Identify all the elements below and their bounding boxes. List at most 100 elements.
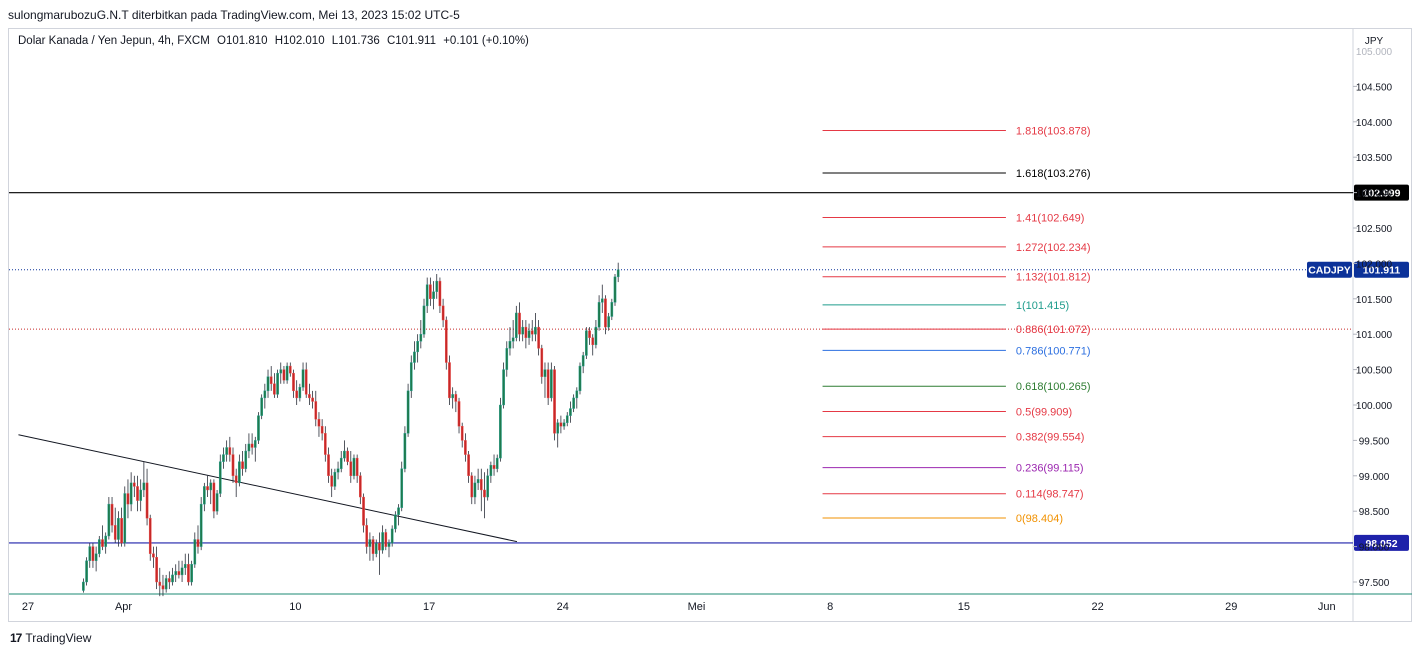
candle-body	[403, 433, 407, 469]
fib-level-label: 1.618(103.276)	[1016, 168, 1091, 180]
price-tick-label: 101.500	[1356, 295, 1393, 306]
candle-body	[508, 341, 512, 349]
tradingview-logo[interactable]: 17 TradingView	[10, 631, 91, 645]
fib-level-label: 0.5(99.909)	[1016, 406, 1072, 418]
candle-body	[206, 486, 209, 491]
price-tick-label: 104.000	[1356, 118, 1393, 129]
price-tick-label: 101.000	[1356, 330, 1393, 341]
candle-body	[152, 553, 155, 558]
price-tick-label: 100.500	[1356, 366, 1393, 377]
fib-level-label: 0.886(101.072)	[1016, 324, 1091, 336]
time-tick-label: Jun	[1318, 601, 1336, 613]
candle-body	[438, 280, 442, 307]
candle-body	[324, 433, 327, 455]
price-badge-label: 102.999	[1363, 188, 1401, 200]
candle-body	[269, 376, 273, 384]
price-tick-label: 98.000	[1359, 543, 1390, 554]
candle-body	[565, 415, 569, 423]
candle-body	[145, 482, 149, 519]
candle-body	[336, 468, 340, 473]
candle-body	[241, 461, 244, 469]
candle-body	[483, 489, 486, 498]
candle-body	[530, 330, 534, 335]
candle-body	[174, 571, 178, 576]
grid-layer	[9, 29, 1412, 622]
candle-body	[546, 369, 550, 399]
price-badge-label: 98.052	[1365, 538, 1397, 550]
candle-body	[250, 443, 254, 448]
fib-level-label: 0.786(100.771)	[1016, 345, 1091, 357]
candle-body	[511, 337, 515, 342]
change-value: +0.101 (+0.10%)	[443, 35, 529, 47]
candle-body	[314, 401, 318, 420]
high-value: H102.010	[274, 35, 325, 47]
candle-body	[231, 454, 235, 476]
candle-body	[276, 372, 279, 395]
time-tick-label: 8	[827, 601, 833, 613]
fib-level-label: 1.272(102.234)	[1016, 242, 1091, 254]
candle-body	[129, 482, 133, 505]
candle-body	[263, 390, 267, 399]
candle-body	[374, 542, 378, 554]
time-tick-label: 29	[1225, 601, 1237, 613]
candle-body	[218, 461, 222, 494]
time-tick-label: 15	[958, 601, 970, 613]
fib-level-label: 0.114(98.747)	[1016, 489, 1084, 501]
price-tick-label: 102.000	[1356, 259, 1393, 270]
price-tick-label: 99.500	[1359, 436, 1390, 447]
time-tick-label: 24	[557, 601, 569, 613]
instrument-label[interactable]: Dolar Kanada / Yen Jepun, 4h, FXCM	[18, 35, 210, 47]
candle-body	[515, 312, 518, 338]
candle-body	[569, 408, 572, 416]
candle-body	[260, 397, 263, 416]
candle-body	[273, 383, 276, 395]
candle-body	[502, 369, 505, 406]
candle-body	[400, 468, 404, 508]
time-tick-label: 27	[22, 601, 34, 613]
fib-level-label: 0.236(99.115)	[1016, 463, 1084, 475]
candle-body	[543, 369, 547, 377]
fib-level-label: 0.618(100.265)	[1016, 381, 1091, 393]
candle-body	[289, 365, 292, 374]
candle-body	[209, 482, 213, 491]
candle-body	[521, 326, 524, 335]
candle-body	[600, 298, 604, 303]
brand-label: TradingView	[25, 631, 92, 645]
candle-body	[556, 422, 560, 434]
candle-body	[489, 464, 493, 476]
candle-body	[136, 486, 139, 501]
candle-body	[193, 539, 197, 565]
candle-body	[142, 482, 146, 491]
fib-level-label: 1.41(102.649)	[1016, 212, 1084, 224]
candle-body	[390, 528, 394, 544]
candle-body	[327, 454, 330, 476]
candle-body	[349, 461, 353, 477]
time-tick-label: 22	[1091, 601, 1103, 613]
candle-body	[432, 291, 435, 300]
fib-level-label: 0(98.404)	[1016, 513, 1063, 525]
candle-body	[285, 365, 289, 381]
low-value: L101.736	[331, 35, 380, 47]
fib-level-label: 1(101.415)	[1016, 300, 1069, 312]
candle-body	[120, 518, 123, 544]
candle-body	[244, 450, 248, 469]
candle-body	[352, 457, 356, 477]
candle-body	[359, 475, 362, 498]
candle-body	[597, 302, 601, 328]
price-axis: 97.500 98.000 98.500 99.000 99.500 100.000 100…	[1353, 47, 1393, 589]
candle-body	[451, 394, 454, 399]
time-tick-label: 10	[289, 601, 301, 613]
candle-body	[311, 397, 314, 402]
candle-body	[473, 482, 477, 498]
candle-body	[524, 326, 528, 338]
candle-body	[457, 401, 461, 427]
candle-body	[98, 539, 101, 554]
candle-body	[406, 390, 410, 434]
candle-body	[413, 351, 416, 363]
candle-body	[257, 415, 260, 441]
candle-body	[394, 514, 397, 530]
candle-body	[164, 578, 168, 590]
candle-body	[534, 326, 537, 335]
candle-body	[117, 518, 120, 540]
